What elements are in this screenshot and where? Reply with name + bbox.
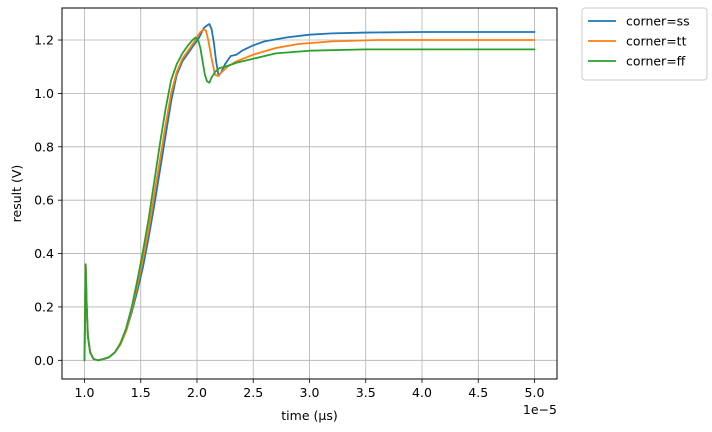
grid <box>62 8 557 379</box>
x-axis-label: time (µs) <box>281 408 337 423</box>
x-tick-label: 5.0 <box>525 385 545 400</box>
y-tick-label: 1.0 <box>34 86 54 101</box>
y-tick-label: 1.2 <box>34 33 54 48</box>
y-axis-label: result (V) <box>9 165 24 223</box>
x-tick-label: 1.5 <box>131 385 151 400</box>
y-tick-label: 0.4 <box>34 246 54 261</box>
x-tick-label: 3.5 <box>356 385 376 400</box>
legend-label: corner=ff <box>626 54 686 69</box>
legend: corner=ss corner=tt corner=ff <box>581 7 708 81</box>
series-lines <box>83 23 536 362</box>
x-tick-label: 1.0 <box>75 385 95 400</box>
y-tick-label: 0.2 <box>34 299 54 314</box>
y-tick-label: 0.0 <box>34 353 54 368</box>
x-tick-label: 2.5 <box>243 385 263 400</box>
x-tick-label: 4.5 <box>468 385 488 400</box>
x-tick-label: 2.0 <box>187 385 207 400</box>
legend-items: corner=ss corner=tt corner=ff <box>588 14 690 69</box>
y-tick-label: 0.8 <box>34 139 54 154</box>
y-tick-label: 0.6 <box>34 193 54 208</box>
series-line-corner-ff <box>83 36 536 362</box>
legend-label: corner=tt <box>626 34 687 49</box>
axis-ticks: 1.0 1.5 2.0 2.5 3.0 3.5 4.0 4.5 5.0 0.0 0.2 0.4 0.6 0… <box>34 33 544 400</box>
legend-box <box>581 7 708 81</box>
legend-label: corner=ss <box>626 14 690 29</box>
x-axis-offset-text: 1e−5 <box>523 402 557 417</box>
x-tick-label: 3.0 <box>300 385 320 400</box>
x-tick-label: 4.0 <box>412 385 432 400</box>
